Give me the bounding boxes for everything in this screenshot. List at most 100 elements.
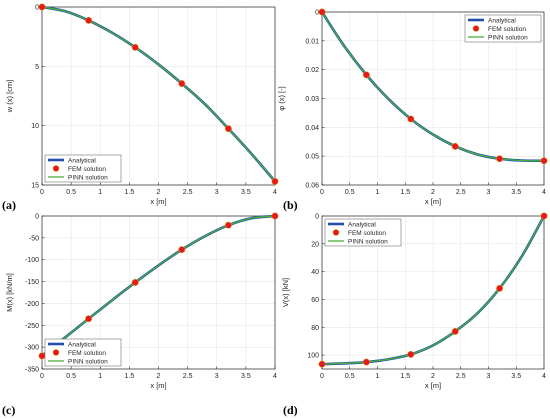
fem-point [318,360,326,368]
x-tick-label: 3 [487,189,491,196]
fem-point [85,315,93,323]
x-tick-label: 1.5 [125,189,135,196]
axes-box [41,215,276,370]
axes-box [321,215,545,370]
x-tick-label: 3.5 [241,189,251,196]
panel-letter: (c) [2,403,15,417]
x-tick-label: 1 [98,189,102,196]
x-tick-label: 1.5 [125,373,135,380]
legend-label: PINN solution [348,238,388,245]
legend-label: FEM solution [488,26,526,33]
y-tick-label: 60 [311,297,319,304]
fem-point [38,3,46,11]
axes-box [321,11,545,186]
y-tick-label: 0.03 [305,96,319,103]
y-tick-label: 0 [35,214,39,221]
legend-label: Analytical [68,157,96,164]
x-tick-label: 2 [431,189,435,196]
fem-point [224,125,232,133]
fem-point [540,212,548,220]
y-tick-label: 80 [311,325,319,332]
y-tick-label: 40 [311,269,319,276]
panel-3: 0 0.5 1 1.5 2 2.5 3 3.5 4 -350 -300 -250 -200 -150 -10… [2,212,279,417]
panel-1: 0 0.5 1 1.5 2 2.5 3 3.5 4 0 5 10 15 x [m] w (x) [cm] An… [2,3,279,212]
legend-label: FEM solution [348,230,386,237]
x-tick-label: 3.5 [511,373,521,380]
series-line-pinn-solution [41,6,276,182]
x-tick-label: 2 [431,373,435,380]
axes-box [41,6,276,186]
x-tick-label: 3 [215,189,219,196]
fem-point [178,80,186,87]
legend-marker-fem [332,229,340,236]
y-axis-label: φ (x) [-] [277,86,286,110]
y-tick-label: 0.05 [305,154,319,161]
x-tick-label: 0 [40,373,44,380]
x-tick-label: 3.5 [511,189,521,196]
fem-point [362,358,370,366]
y-tick-label: 20 [311,241,319,248]
legend-label: Analytical [348,221,376,228]
legend-label: FEM solution [68,350,106,357]
x-tick-label: 1 [376,189,380,196]
x-tick-label: 2.5 [456,373,466,380]
y-axis-label: V(x) [kN] [281,278,290,307]
x-tick-label: 3 [487,373,491,380]
x-tick-label: 2.5 [456,189,466,196]
fem-point [496,284,504,292]
x-tick-label: 0.5 [345,373,355,380]
legend-label: PINN solution [68,174,108,181]
y-tick-label: 15 [31,183,39,190]
legend-marker-fem [472,25,480,32]
x-tick-label: 1 [98,373,102,380]
x-tick-label: 0 [320,373,324,380]
y-tick-label: 0 [315,10,319,17]
fem-point [224,221,232,229]
legend-label: Analytical [68,341,96,348]
fem-point [451,327,459,335]
x-tick-label: 0 [40,189,44,196]
x-tick-label: 2.5 [183,189,193,196]
fem-point [407,115,415,123]
x-tick-label: 0 [320,189,324,196]
y-tick-label: -200 [25,301,39,308]
y-tick-label: -350 [25,367,39,374]
panel-letter: (d) [283,403,298,417]
y-tick-label: -300 [25,345,39,352]
legend-marker-fem [52,349,60,356]
legend-label: FEM solution [68,166,106,173]
y-tick-label: 0.01 [305,38,319,45]
x-tick-label: 0.5 [66,373,76,380]
y-tick-label: 0.06 [305,183,319,190]
series-line-pinn-solution [321,215,545,365]
y-tick-label: 5 [35,64,39,71]
y-tick-label: 0.04 [305,125,319,132]
y-tick-label: -250 [25,323,39,330]
y-tick-label: -100 [25,257,39,264]
fem-point [271,177,279,185]
y-axis-label: M(x) [kN/m] [5,273,14,312]
x-tick-label: 4 [542,373,546,380]
x-axis-label: x [m] [425,197,441,206]
y-tick-label: 0 [315,214,319,221]
series-line-pinn-solution [41,215,276,357]
legend-label: PINN solution [488,34,528,41]
y-tick-label: -50 [29,235,39,242]
x-tick-label: 4 [273,373,277,380]
fem-point [178,246,186,254]
x-tick-label: 4 [273,189,277,196]
fem-point [131,43,139,51]
x-tick-label: 0.5 [66,189,76,196]
x-tick-label: 2 [157,373,161,380]
fem-point [38,352,46,360]
legend-label: Analytical [488,17,516,24]
y-tick-label: 0.02 [305,67,319,74]
x-tick-label: 3 [215,373,219,380]
fem-point [496,155,504,163]
